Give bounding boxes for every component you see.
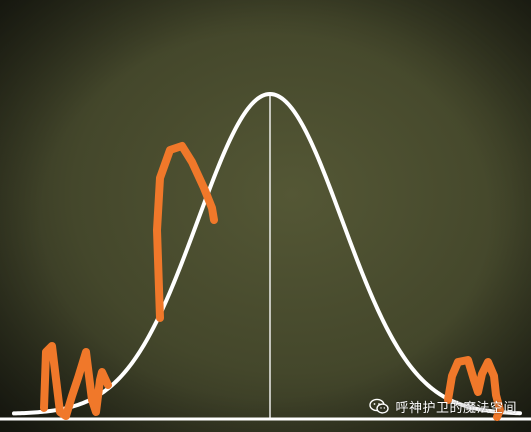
left-slope-scribble xyxy=(153,142,218,322)
watermark: 呼神护卫的魔法空间 xyxy=(369,397,517,416)
right-tail-scribble xyxy=(444,356,504,421)
wechat-icon xyxy=(369,398,390,414)
left-tail-scribble xyxy=(40,342,112,420)
watermark-text: 呼神护卫的魔法空间 xyxy=(395,401,517,416)
